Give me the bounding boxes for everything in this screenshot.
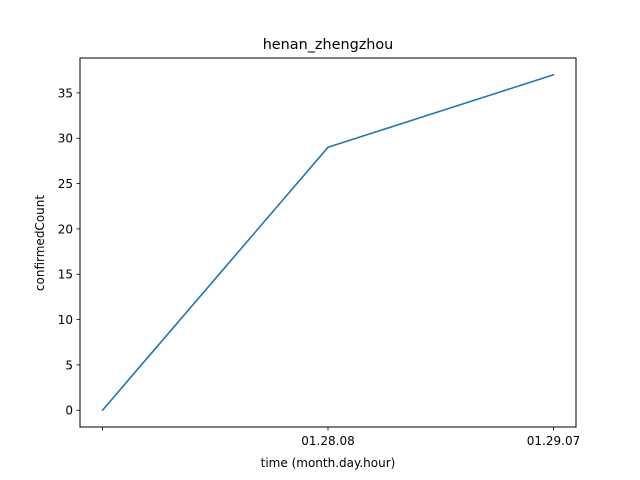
x-tick-label: 01.28.08: [301, 434, 354, 448]
chart-title: henan_zhengzhou: [263, 37, 394, 53]
y-tick-label: 35: [58, 86, 73, 100]
y-tick-label: 15: [58, 268, 73, 282]
y-tick-label: 0: [65, 404, 73, 418]
y-tick-label: 10: [58, 313, 73, 327]
y-tick-label: 20: [58, 222, 73, 236]
y-axis-label: confirmedCount: [33, 195, 47, 291]
x-tick-label: 01.29.07: [527, 434, 580, 448]
series-layer: [101, 73, 555, 412]
y-tick-label: 25: [58, 177, 73, 191]
y-tick-label: 30: [58, 132, 73, 146]
series-line: [101, 73, 555, 412]
x-axis: 01.28.08 01.29.07: [102, 427, 580, 448]
y-tick-label: 5: [65, 358, 73, 372]
x-axis-label: time (month.day.hour): [261, 456, 396, 470]
y-axis: 0 5 10 15 20 25 30 35: [58, 86, 80, 418]
